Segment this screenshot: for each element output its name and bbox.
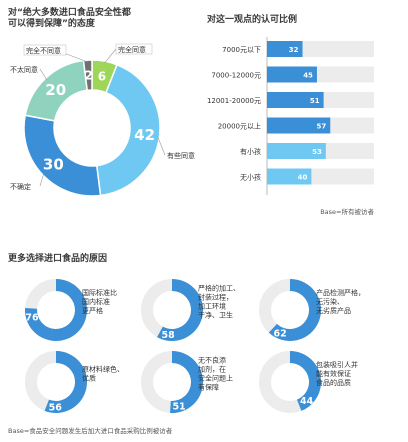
- donut-chart-title-line1: 对“绝大多数进口食品安全性都: [8, 8, 131, 18]
- mini-donut-label: 优质: [82, 374, 96, 383]
- bar-value-label: 51: [310, 97, 320, 105]
- bar: [267, 117, 331, 134]
- mini-donut-label: 原材料绿色、: [82, 365, 124, 374]
- mini-donut-label: 包装吸引人并: [316, 360, 358, 369]
- approval-bar-chart: 7000元以下 32 7000-12000元 45 12001-20000元 51 2000…: [207, 37, 374, 216]
- mini-donut-label: 无劣质产品: [316, 306, 351, 315]
- mini-donut-value: 58: [162, 330, 176, 341]
- donut-slice-value: 30: [43, 156, 64, 174]
- donut-slice-label: 不确定: [10, 182, 31, 191]
- bar-category-label: 7000-12000元: [211, 72, 261, 80]
- mini-donut-label: 国内标准: [82, 297, 110, 306]
- bar-category-label: 12001-20000元: [207, 97, 261, 105]
- bar-value-label: 53: [312, 148, 322, 156]
- reasons-title: 更多选择进口食品的原因: [8, 254, 108, 264]
- donut-label-box: [115, 43, 153, 55]
- donut-slice-label: 有些同意: [167, 151, 195, 160]
- mini-donut-value: 51: [172, 401, 185, 412]
- mini-donut-label: 产品检测严格，: [316, 288, 365, 297]
- donut-slice-label: 不太同意: [10, 65, 38, 74]
- bar: [267, 168, 312, 185]
- donut-slice-value: 6: [98, 69, 106, 83]
- mini-donut-label: 食品的品质: [316, 378, 351, 387]
- mini-donut-label: 有保障: [198, 383, 219, 392]
- mini-donut-label: 封装过程，: [198, 293, 233, 302]
- bar-value-label: 45: [303, 72, 313, 80]
- donut-slice-value: 20: [45, 81, 66, 99]
- bar-category-label: 7000元以下: [222, 46, 261, 54]
- mini-donut-value: 62: [274, 328, 287, 339]
- mini-donut-arc: [170, 351, 203, 413]
- bar-category-label: 20000元以上: [218, 122, 261, 131]
- mini-donut-arc: [290, 351, 321, 411]
- bar: [267, 143, 326, 159]
- mini-donut-value: 56: [49, 402, 63, 413]
- donut-callout-line: [104, 48, 117, 64]
- mini-donut-label: 能有效保证: [316, 369, 351, 378]
- mini-donut-label: 安全问题上: [198, 374, 233, 383]
- donut-label-box: [23, 44, 67, 56]
- bar: [267, 66, 317, 83]
- bar-value-label: 32: [289, 46, 299, 54]
- mini-donut-label: 加剂，在: [198, 365, 226, 374]
- donut-slice-value: 42: [134, 126, 155, 144]
- bar: [267, 92, 324, 108]
- mini-donut-label: 更严格: [82, 306, 103, 315]
- mini-donut-label: 加工环境: [198, 302, 226, 311]
- donut-chart-title: 对“绝大多数进口食品安全性都 可以得到保障”的态度: [8, 8, 131, 30]
- mini-donut-arc: [157, 279, 204, 341]
- mini-donut-label: 国际标准比: [82, 288, 117, 297]
- bar-chart-title: 对这一观点的认可比例: [207, 15, 298, 25]
- mini-donut-arc: [44, 351, 87, 413]
- mini-donut-label: 干净、卫生: [198, 311, 233, 320]
- bar-chart-note: Base=所有被访者: [320, 207, 374, 216]
- donut-callout-line: [39, 68, 48, 81]
- mini-donut-label: 严格的加工、: [198, 284, 240, 293]
- reasons-note: Base=食品安全问题发生后加大进口食品采购比例被访者: [8, 426, 173, 435]
- donut-slice-label: 完全同意: [118, 45, 146, 54]
- donut-slice-value: 2: [84, 68, 92, 82]
- mini-donut-value: 76: [25, 313, 39, 324]
- donut-slice: [95, 63, 161, 197]
- donut-slice: [82, 59, 93, 92]
- bar-category-label: 无小孩: [240, 173, 261, 182]
- donut-chart-title-line2: 可以得到保障”的态度: [8, 19, 95, 29]
- mini-donut-label: 无污染、: [316, 297, 344, 306]
- donut-slice: [23, 114, 102, 197]
- donut-slice-label: 完全不同意: [26, 46, 61, 55]
- donut-callout-line: [39, 173, 45, 187]
- mini-donut-label: 无不良添: [198, 356, 226, 365]
- mini-donut-arc: [268, 279, 321, 341]
- mini-donut-value: 44: [300, 396, 314, 407]
- bar-category-label: 有小孩: [240, 147, 261, 156]
- bar-value-label: 40: [298, 174, 308, 182]
- bar-value-label: 57: [317, 123, 327, 131]
- mini-donut-arc: [24, 279, 87, 341]
- donut-callout-line: [157, 136, 166, 156]
- bar: [267, 41, 303, 57]
